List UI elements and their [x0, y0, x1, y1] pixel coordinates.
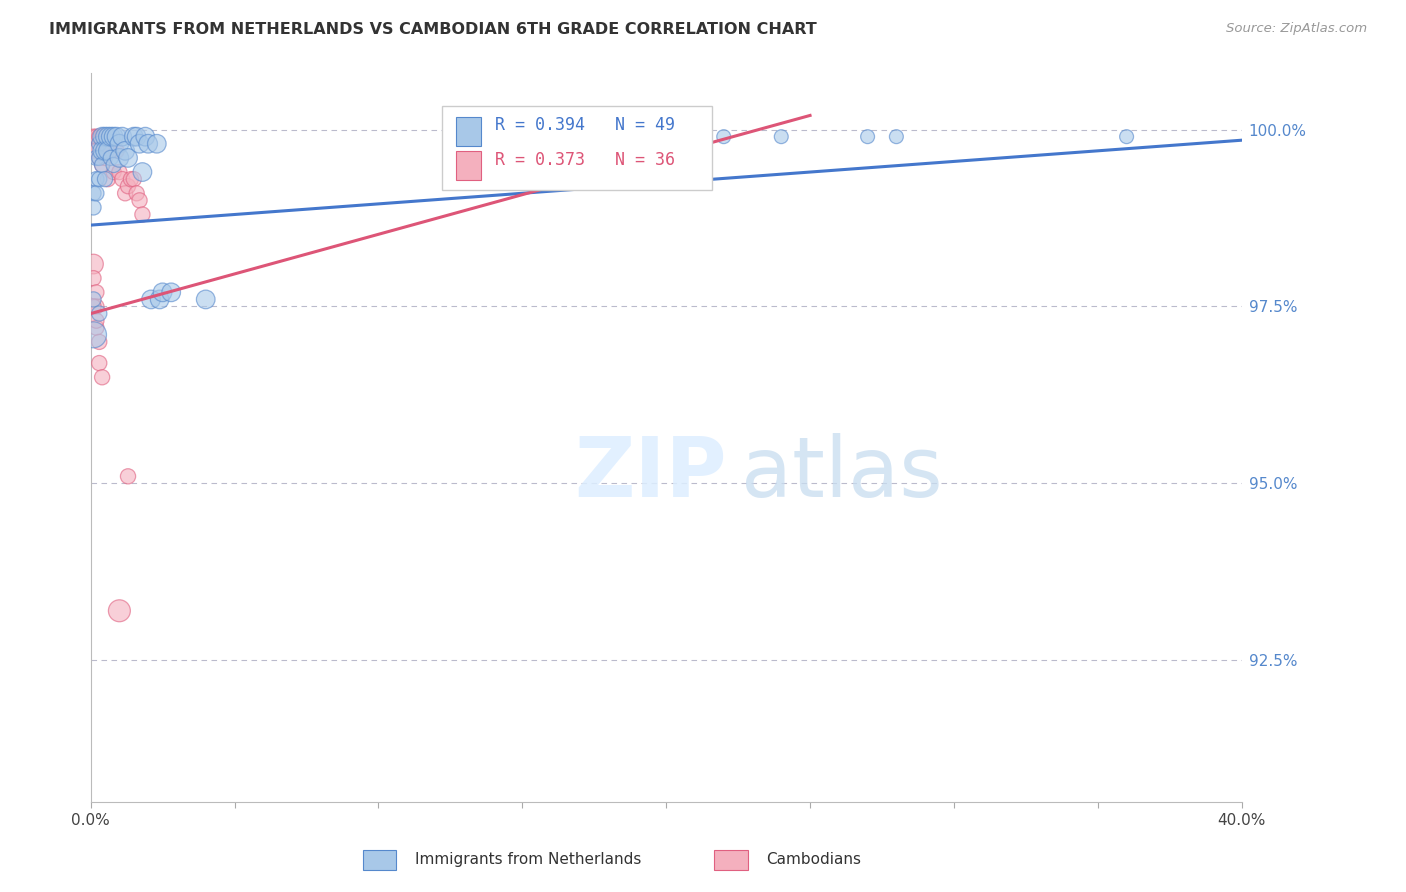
Point	[86, 285, 108, 300]
Point	[117, 151, 139, 165]
Point	[108, 165, 131, 179]
Point	[152, 285, 174, 300]
Point	[89, 151, 111, 165]
Point	[82, 293, 104, 307]
Point	[122, 129, 145, 144]
Point	[131, 165, 153, 179]
Point	[100, 151, 122, 165]
Bar	[456, 151, 481, 180]
FancyBboxPatch shape	[441, 106, 713, 190]
Point	[136, 136, 159, 151]
Point	[82, 186, 104, 201]
Point	[86, 144, 108, 158]
Point	[108, 604, 131, 618]
Point	[94, 151, 117, 165]
Point	[86, 313, 108, 327]
Point	[94, 144, 117, 158]
Point	[117, 179, 139, 194]
Text: IMMIGRANTS FROM NETHERLANDS VS CAMBODIAN 6TH GRADE CORRELATION CHART: IMMIGRANTS FROM NETHERLANDS VS CAMBODIAN…	[49, 22, 817, 37]
Point	[194, 293, 217, 307]
Point	[91, 370, 114, 384]
Point	[114, 186, 136, 201]
Point	[128, 194, 150, 208]
Point	[134, 129, 156, 144]
Point	[89, 307, 111, 321]
Point	[770, 129, 793, 144]
Point	[86, 320, 108, 334]
Point	[82, 129, 104, 144]
Point	[114, 144, 136, 158]
Point	[82, 257, 104, 271]
Point	[97, 144, 120, 158]
Text: ZIP: ZIP	[574, 434, 727, 515]
Point	[82, 271, 104, 285]
Point	[82, 144, 104, 158]
Text: Immigrants from Netherlands: Immigrants from Netherlands	[415, 852, 641, 867]
Point	[886, 129, 908, 144]
Point	[540, 129, 562, 144]
Point	[86, 172, 108, 186]
Point	[568, 129, 591, 144]
Point	[94, 129, 117, 144]
Point	[97, 129, 120, 144]
Point	[89, 151, 111, 165]
Text: R = 0.373   N = 36: R = 0.373 N = 36	[495, 151, 675, 169]
Point	[111, 172, 134, 186]
Point	[105, 129, 128, 144]
Point	[91, 129, 114, 144]
Point	[86, 129, 108, 144]
Point	[91, 158, 114, 172]
Point	[105, 144, 128, 158]
Point	[82, 327, 104, 342]
Point	[86, 151, 108, 165]
Point	[713, 129, 735, 144]
Point	[160, 285, 183, 300]
Point	[89, 129, 111, 144]
Point	[82, 201, 104, 215]
Point	[1115, 129, 1137, 144]
Point	[91, 129, 114, 144]
Point	[103, 129, 125, 144]
Point	[89, 136, 111, 151]
Point	[108, 136, 131, 151]
Point	[111, 129, 134, 144]
Text: Source: ZipAtlas.com: Source: ZipAtlas.com	[1226, 22, 1367, 36]
Point	[94, 129, 117, 144]
Point	[655, 129, 678, 144]
Point	[91, 158, 114, 172]
Point	[94, 172, 117, 186]
Point	[86, 300, 108, 314]
Point	[122, 172, 145, 186]
Point	[100, 144, 122, 158]
Point	[131, 207, 153, 221]
Point	[82, 300, 104, 314]
Point	[125, 186, 148, 201]
Point	[128, 136, 150, 151]
Point	[97, 144, 120, 158]
Point	[856, 129, 879, 144]
Point	[103, 165, 125, 179]
Point	[100, 129, 122, 144]
Bar	[456, 117, 481, 146]
Point	[97, 172, 120, 186]
Point	[139, 293, 162, 307]
Point	[86, 186, 108, 201]
Point	[146, 136, 169, 151]
Text: Cambodians: Cambodians	[766, 852, 862, 867]
Point	[117, 469, 139, 483]
Point	[89, 356, 111, 370]
Point	[149, 293, 172, 307]
Point	[91, 144, 114, 158]
Text: R = 0.394   N = 49: R = 0.394 N = 49	[495, 117, 675, 135]
Point	[103, 158, 125, 172]
Text: atlas: atlas	[741, 434, 943, 515]
Point	[108, 151, 131, 165]
Point	[120, 172, 142, 186]
Point	[89, 334, 111, 349]
Point	[125, 129, 148, 144]
Point	[89, 172, 111, 186]
